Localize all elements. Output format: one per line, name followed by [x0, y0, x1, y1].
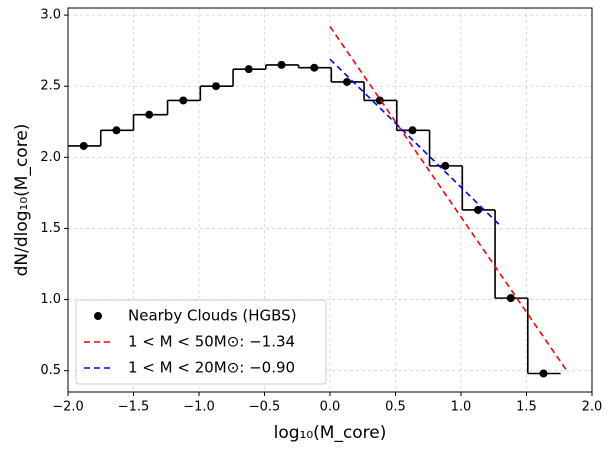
data-point [441, 161, 450, 170]
legend-marker [94, 312, 102, 320]
data-point [212, 82, 221, 91]
y-axis-label: dN/dlog₁₀(M_core) [12, 124, 32, 277]
data-point [145, 110, 154, 119]
data-point [506, 294, 515, 303]
x-tick-label: −1.5 [118, 400, 150, 415]
data-point [474, 205, 483, 214]
legend-box [75, 299, 327, 385]
x-tick-label: 0.0 [320, 400, 341, 415]
plot-frame [67, 7, 593, 393]
fit-line [329, 26, 567, 370]
data-point [343, 77, 352, 86]
x-tick-label: 0.5 [385, 400, 406, 415]
x-tick-label: 1.0 [451, 400, 472, 415]
y-tick-label: 0.5 [40, 363, 61, 378]
x-tick-label: 1.5 [516, 400, 537, 415]
y-tick-label: 1.0 [40, 292, 61, 307]
x-tick-label: −1.0 [183, 400, 215, 415]
y-tick-label: 3.0 [40, 8, 61, 23]
data-point [277, 60, 286, 69]
x-tick-label: −0.5 [249, 400, 281, 415]
legend-label: Nearby Clouds (HGBS) [128, 307, 297, 325]
x-tick-label: −2.0 [52, 400, 84, 415]
y-tick-label: 2.0 [40, 150, 61, 165]
data-point [244, 65, 253, 74]
legend-label: 1 < M < 50M⊙: −1.34 [128, 333, 295, 351]
x-tick-label: 2.0 [582, 400, 603, 415]
y-tick-label: 1.5 [40, 221, 61, 236]
fit-line [329, 58, 501, 227]
data-point [310, 63, 319, 72]
data-point [112, 126, 121, 135]
y-tick-label: 2.5 [40, 79, 61, 94]
x-axis-label: log₁₀(M_core) [274, 423, 387, 443]
data-point [179, 96, 188, 105]
data-point [79, 141, 88, 150]
data-point [539, 369, 548, 378]
data-point [408, 126, 417, 135]
legend-label: 1 < M < 20M⊙: −0.90 [128, 359, 295, 377]
